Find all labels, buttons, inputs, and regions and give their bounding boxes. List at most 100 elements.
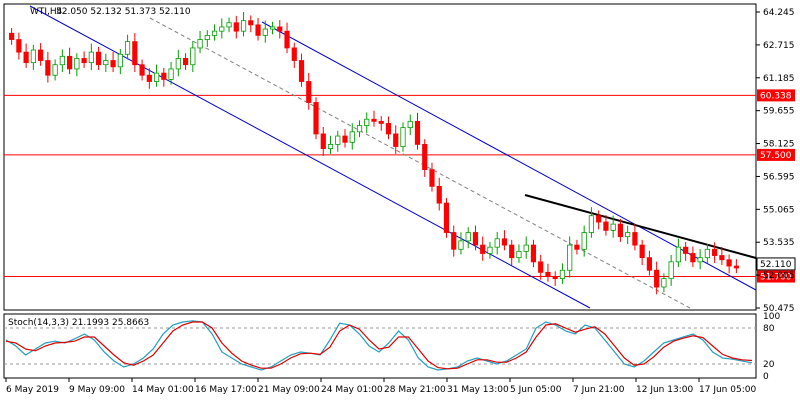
candle-body <box>458 240 464 250</box>
candle-body <box>509 244 515 259</box>
time-axis-label: 28 May 21:00 <box>384 385 446 395</box>
candle-body <box>74 58 80 70</box>
candle-body <box>306 81 312 103</box>
candle-body <box>603 221 609 231</box>
ohlc-values: 52.050 52.132 51.373 52.110 <box>56 7 191 17</box>
candle-body <box>117 53 123 68</box>
time-axis-label: 31 May 13:00 <box>447 385 509 395</box>
candle-body <box>378 120 384 124</box>
candle-body <box>472 232 479 246</box>
candle-body <box>516 250 522 259</box>
candle-body <box>95 51 102 66</box>
candle-body <box>81 58 87 64</box>
price-axis-label: 53.535 <box>763 238 795 248</box>
channel-midline <box>149 17 691 309</box>
candle-body <box>393 133 399 147</box>
channel-upper-line <box>261 21 757 291</box>
candle-body <box>646 257 653 271</box>
candle-body <box>139 64 145 76</box>
price-axis-label: 62.715 <box>763 41 795 51</box>
candle-body <box>204 34 210 40</box>
stoch-axis-label: 20 <box>763 360 775 370</box>
candle-body <box>690 253 696 263</box>
candle-body <box>313 102 319 135</box>
candle-body <box>327 144 334 150</box>
candle-body <box>697 257 703 263</box>
candle-body <box>291 47 297 61</box>
symbol-label: WTI,H4 <box>30 7 63 17</box>
candle-body <box>719 255 725 261</box>
candle-body <box>262 28 268 36</box>
price-axis-label: 50.475 <box>763 304 795 314</box>
candle-body <box>371 118 377 122</box>
candle-body <box>625 232 631 238</box>
candle-body <box>407 120 413 129</box>
candle-body <box>88 51 94 64</box>
candle-body <box>59 55 65 66</box>
candle-body <box>588 215 595 233</box>
candle-body <box>704 248 710 259</box>
candle-body <box>465 232 471 242</box>
time-axis-label: 14 May 01:00 <box>132 385 194 395</box>
candle-body <box>726 259 732 267</box>
time-axis-label: 12 Jun 13:00 <box>636 385 693 395</box>
candle-body <box>538 261 544 273</box>
candle-body <box>661 278 667 288</box>
candle-body <box>436 185 442 204</box>
price-axis-label: 59.655 <box>763 107 795 117</box>
level-price-label: 57.500 <box>760 151 792 161</box>
price-axis-label: 55.065 <box>763 205 795 215</box>
candle-body <box>617 223 624 238</box>
stoch-axis-label: 80 <box>763 324 775 334</box>
candle-body <box>190 47 196 66</box>
current-price-label: 52.110 <box>760 260 792 270</box>
level-price-label: 60.338 <box>760 91 792 101</box>
price-axis-label: 52.005 <box>763 271 795 281</box>
candle-body <box>552 276 558 280</box>
candle-body <box>168 68 174 80</box>
candle-body <box>248 20 254 26</box>
time-axis-label: 21 May 09:00 <box>258 385 320 395</box>
candle-body <box>16 39 22 53</box>
candle-body <box>284 30 290 49</box>
candle-body <box>175 58 181 70</box>
candle-body <box>45 60 51 76</box>
channel-lower-line <box>29 5 591 309</box>
candle-body <box>30 49 36 64</box>
candle-body <box>226 22 232 28</box>
candle-body <box>320 133 326 150</box>
level-price-label: 51.700 <box>760 273 792 283</box>
price-axis-label: 58.125 <box>763 140 795 150</box>
price-axis-label: 64.245 <box>763 8 795 18</box>
candle-body <box>632 232 638 246</box>
time-axis-label: 24 May 01:00 <box>321 385 383 395</box>
candle-body <box>639 244 645 259</box>
current-price-tag <box>756 257 796 271</box>
candle-body <box>530 244 537 263</box>
candle-body <box>38 49 44 61</box>
candle-body <box>422 144 428 170</box>
main-chart-frame <box>3 3 757 311</box>
candle-body <box>574 244 580 250</box>
resistance-trendline <box>524 194 757 259</box>
candle-body <box>197 39 203 49</box>
candle-body <box>269 26 276 30</box>
time-axis-label: 16 May 17:00 <box>195 385 257 395</box>
level-price-tag <box>757 148 795 161</box>
candle-body <box>67 55 73 70</box>
candle-body <box>356 125 363 133</box>
candle-body <box>610 223 616 231</box>
candle-body <box>712 248 718 256</box>
candle-body <box>146 74 152 82</box>
time-axis-label: 7 Jun 21:00 <box>573 385 625 395</box>
candle-body <box>132 41 138 66</box>
candle-body <box>277 26 283 32</box>
candle-body <box>342 135 348 143</box>
candle-body <box>161 72 167 80</box>
candle-body <box>400 127 406 147</box>
candle-body <box>103 60 109 66</box>
time-axis-label: 5 Jun 05:00 <box>510 385 562 395</box>
price-axis-label: 56.595 <box>763 172 795 182</box>
